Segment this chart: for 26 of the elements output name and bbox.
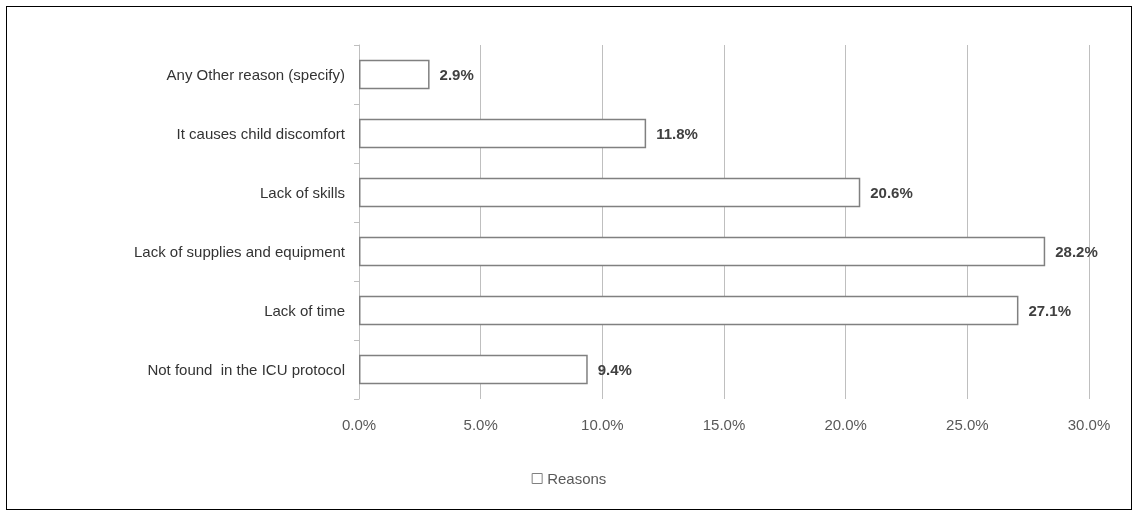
data-label: 9.4%	[597, 361, 632, 378]
x-tick-label: 30.0%	[1067, 416, 1111, 433]
y-tick-label: Lack of time	[264, 302, 345, 319]
y-tick-label: Lack of skills	[259, 184, 345, 201]
bar	[359, 177, 861, 208]
x-tick-label: 25.0%	[946, 416, 989, 433]
data-label: 20.6%	[870, 184, 913, 201]
x-tick-label: 0.0%	[341, 416, 377, 433]
legend-label: Reasons	[547, 470, 607, 487]
data-label: 28.2%	[1055, 243, 1098, 260]
y-tick-label: Not found in the ICU protocol	[147, 361, 345, 378]
x-tick-label: 5.0%	[463, 416, 498, 433]
x-tick-label: 10.0%	[581, 416, 624, 433]
y-tick-label: It causes child discomfort	[176, 125, 346, 142]
bar	[359, 236, 1046, 267]
x-tick-label: 20.0%	[824, 416, 867, 433]
data-label: 11.8%	[656, 125, 698, 142]
bar	[359, 59, 430, 90]
y-tick-label: Any Other reason (specify)	[166, 66, 345, 83]
bar	[359, 354, 588, 385]
bar	[359, 118, 647, 149]
bar	[359, 295, 1019, 326]
x-tick-label: 15.0%	[702, 416, 746, 433]
data-label: 27.1%	[1028, 302, 1071, 319]
data-label: 2.9%	[439, 66, 474, 83]
y-tick-label: Lack of supplies and equipment	[134, 243, 346, 260]
